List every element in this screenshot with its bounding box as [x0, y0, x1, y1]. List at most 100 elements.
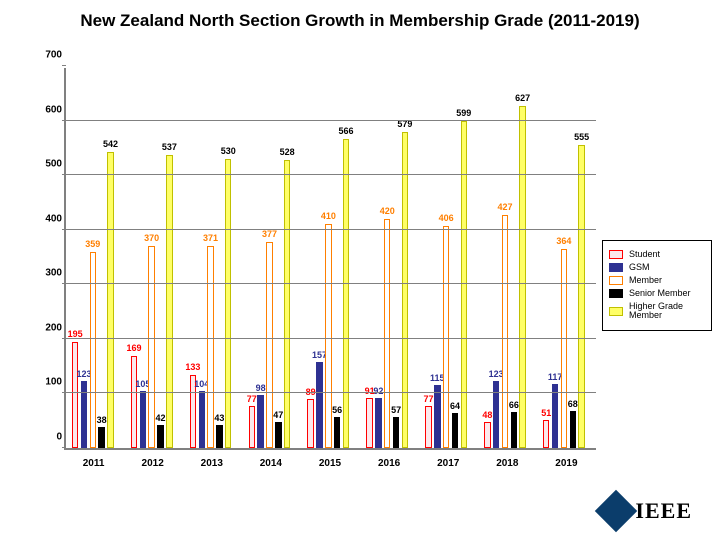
bar	[402, 132, 408, 448]
gridline	[66, 283, 596, 284]
bar	[452, 413, 458, 448]
bar	[543, 420, 549, 448]
x-tick-label: 2011	[64, 454, 123, 472]
y-tick-mark	[62, 174, 66, 175]
bar	[131, 356, 137, 448]
y-tick-label: 400	[38, 213, 62, 224]
legend-swatch-icon	[609, 307, 623, 316]
bar-value-label: 359	[82, 239, 104, 249]
bar-group: 4812342766627	[478, 68, 537, 448]
bar	[343, 139, 349, 448]
bar-value-label: 370	[141, 233, 163, 243]
bar	[284, 160, 290, 448]
legend-swatch-icon	[609, 276, 623, 285]
y-tick-label: 600	[38, 104, 62, 115]
x-tick-label: 2019	[537, 454, 596, 472]
y-tick-label: 500	[38, 159, 62, 170]
bar-value-label: 528	[276, 147, 298, 157]
bar-value-label: 627	[512, 93, 534, 103]
bar	[257, 395, 263, 448]
y-tick-label: 200	[38, 322, 62, 333]
bar	[225, 159, 231, 448]
bar-value-label: 542	[99, 139, 121, 149]
chart-container: 1951233593854216910537042537133104371435…	[36, 64, 596, 472]
bar	[334, 417, 340, 448]
x-tick-label: 2014	[241, 454, 300, 472]
legend-swatch-icon	[609, 263, 623, 272]
gridline	[66, 338, 596, 339]
bar-value-label: 406	[435, 213, 457, 223]
bar-group: 8915741056566	[302, 68, 361, 448]
bar-value-label: 566	[335, 126, 357, 136]
gridline	[66, 174, 596, 175]
bar	[393, 417, 399, 448]
bar	[72, 342, 78, 448]
bar	[140, 391, 146, 448]
bar-group: 7711540664599	[419, 68, 478, 448]
legend-swatch-icon	[609, 250, 623, 259]
gridline	[66, 392, 596, 393]
y-tick-mark	[62, 338, 66, 339]
plot-area: 1951233593854216910537042537133104371435…	[64, 68, 596, 450]
bar-groups: 1951233593854216910537042537133104371435…	[66, 68, 596, 448]
x-tick-label: 2015	[300, 454, 359, 472]
bar	[511, 412, 517, 448]
y-tick-label: 0	[38, 432, 62, 443]
bar	[216, 425, 222, 448]
bar-group: 13310437143530	[184, 68, 243, 448]
bar	[199, 391, 205, 448]
x-tick-label: 2016	[360, 454, 419, 472]
chart-legend: Student GSM Member Senior Member Higher Grad…	[602, 240, 712, 331]
legend-label: GSM	[629, 263, 650, 273]
bar-group: 5111736468555	[537, 68, 596, 448]
y-tick-label: 700	[38, 50, 62, 61]
bar	[249, 406, 255, 448]
legend-item: Student	[609, 250, 705, 260]
bar	[375, 398, 381, 448]
legend-swatch-icon	[609, 289, 623, 298]
bar-value-label: 371	[200, 233, 222, 243]
y-tick-mark	[62, 120, 66, 121]
y-tick-mark	[62, 65, 66, 66]
bar-value-label: 133	[182, 362, 204, 372]
bar-value-label: 169	[123, 343, 145, 353]
gridline	[66, 120, 596, 121]
bar-group: 19512335938542	[66, 68, 125, 448]
ieee-logo: IEEE	[601, 496, 692, 526]
gridline	[66, 229, 596, 230]
bar	[307, 399, 313, 448]
bar-value-label: 599	[453, 108, 475, 118]
legend-item: GSM	[609, 263, 705, 273]
legend-item: Senior Member	[609, 289, 705, 299]
bar	[484, 422, 490, 448]
logo-diamond-icon	[595, 490, 637, 532]
logo-text: IEEE	[635, 498, 692, 524]
legend-label: Higher Grade Member	[629, 302, 705, 322]
bar	[425, 406, 431, 448]
legend-item: Higher Grade Member	[609, 302, 705, 322]
bar	[98, 427, 104, 448]
bar	[434, 385, 440, 448]
y-tick-label: 300	[38, 268, 62, 279]
legend-label: Senior Member	[629, 289, 691, 299]
bar-value-label: 410	[317, 211, 339, 221]
x-axis-labels: 201120122013201420152016201720182019	[64, 454, 596, 472]
x-tick-label: 2013	[182, 454, 241, 472]
bar	[316, 362, 322, 448]
bar-value-label: 555	[571, 132, 593, 142]
bar-group: 919242057579	[360, 68, 419, 448]
x-tick-label: 2017	[419, 454, 478, 472]
bar	[493, 381, 499, 448]
bar-group: 16910537042537	[125, 68, 184, 448]
chart-title: New Zealand North Section Growth in Memb…	[0, 0, 720, 36]
bar	[366, 398, 372, 448]
legend-label: Student	[629, 250, 660, 260]
bar	[502, 215, 508, 448]
bar	[157, 425, 163, 448]
bar	[81, 381, 87, 448]
bar	[519, 106, 525, 448]
y-tick-mark	[62, 392, 66, 393]
bar	[552, 384, 558, 448]
y-tick-mark	[62, 229, 66, 230]
legend-item: Member	[609, 276, 705, 286]
